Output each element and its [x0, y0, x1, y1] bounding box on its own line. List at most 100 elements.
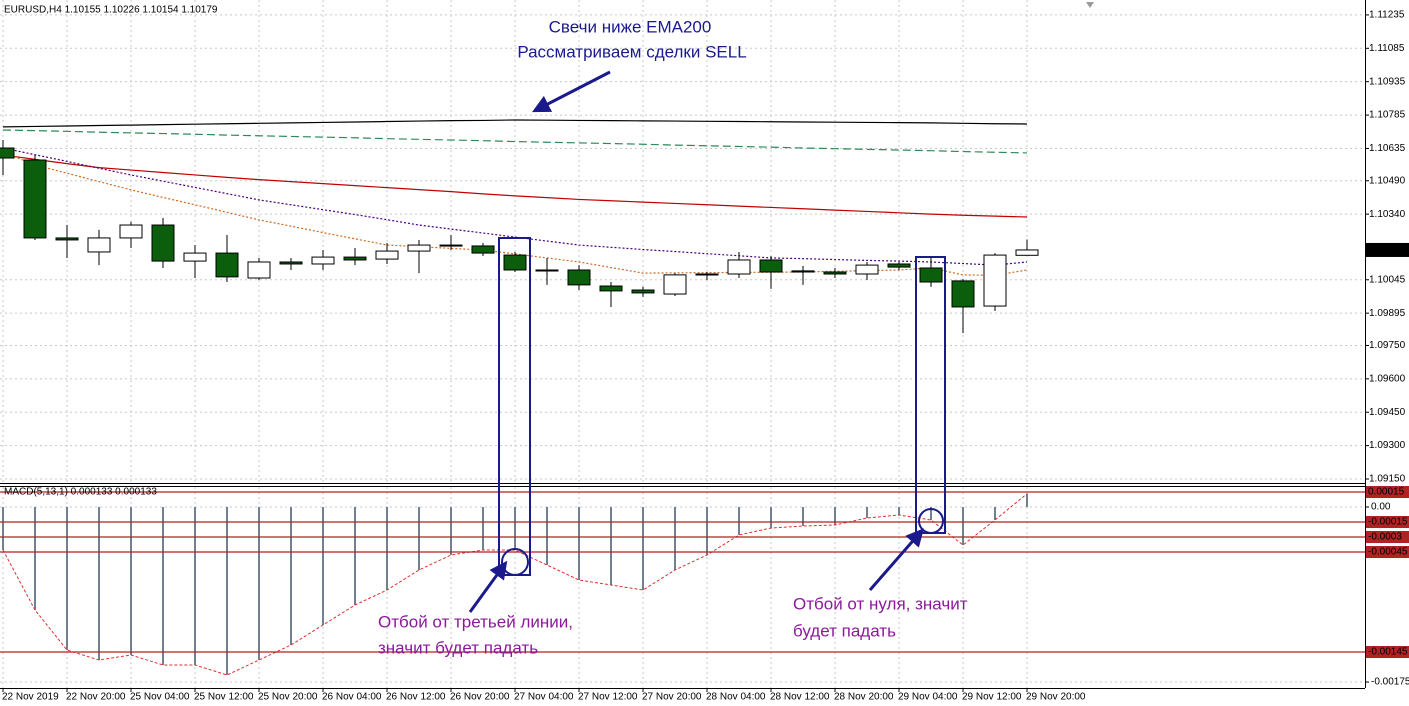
candle-body	[471, 245, 495, 254]
macd-bar	[962, 507, 964, 545]
macd-bar	[642, 507, 644, 590]
candle-body	[919, 267, 943, 283]
macd-bar	[482, 507, 484, 550]
candle-body	[951, 280, 975, 308]
y-tick-label: 1.09300	[1369, 440, 1406, 451]
candle-body	[887, 263, 911, 268]
y-tick-label: 1.09895	[1369, 308, 1406, 319]
candle-body	[1015, 249, 1039, 256]
level-label: -0.0003	[1368, 532, 1402, 543]
macd-bar	[898, 507, 900, 515]
x-tick-label: 26 Nov 20:00	[450, 692, 510, 703]
candle-body	[311, 256, 335, 265]
arrow	[531, 70, 611, 113]
macd-bar	[258, 507, 260, 660]
macd-bar	[130, 507, 132, 655]
y-tick-label: 1.11085	[1369, 43, 1405, 54]
y-tick-label: 1.10785	[1369, 110, 1406, 121]
macd-bar	[674, 507, 676, 570]
candle-body	[119, 224, 143, 239]
level-label-box	[1366, 486, 1409, 498]
x-tick-label: 25 Nov 20:00	[258, 692, 318, 703]
y-tick-label: 1.09600	[1369, 373, 1406, 384]
macd-bar	[386, 507, 388, 590]
candle-body	[343, 256, 367, 261]
candle-body	[55, 237, 79, 241]
macd-bar	[162, 507, 164, 665]
macd-bar	[34, 507, 36, 610]
arrow	[868, 528, 924, 591]
candle-body	[823, 271, 847, 275]
candle-body	[87, 237, 111, 253]
candle-body	[759, 259, 783, 273]
candle-body	[791, 270, 815, 273]
y-tick-label: 1.09450	[1369, 407, 1406, 418]
macd-bar	[802, 507, 804, 526]
y-tick-label: 1.10045	[1369, 274, 1406, 285]
candle-body	[567, 269, 591, 286]
level-label: -0.00015	[1368, 517, 1408, 528]
annotation: Отбой от третьей линии,	[378, 612, 573, 631]
x-tick-label: 27 Nov 12:00	[578, 692, 638, 703]
y-tick-label: 1.10490	[1369, 175, 1406, 186]
candle-body	[375, 250, 399, 260]
level-label-box	[1366, 546, 1409, 558]
y-tick-label: -0.00175	[1371, 677, 1409, 688]
annotation: Рассматриваем сделки SELL	[517, 42, 746, 61]
candle-body	[183, 252, 207, 262]
arrow	[468, 560, 508, 613]
candle-body	[503, 254, 527, 271]
annotation: будет падать	[793, 621, 896, 640]
plot	[0, 119, 1365, 676]
macd-bar	[322, 507, 324, 625]
annotation: значит будет падать	[378, 638, 538, 657]
macd-bar	[578, 507, 580, 580]
candle-body	[855, 264, 879, 275]
candle-body	[407, 244, 431, 252]
x-tick-label: 29 Nov 20:00	[1026, 692, 1086, 703]
x-tick-label: 29 Nov 12:00	[962, 692, 1022, 703]
y-tick-label: 1.09150	[1369, 474, 1406, 485]
x-tick-label: 26 Nov 12:00	[386, 692, 446, 703]
x-tick-label: 28 Nov 12:00	[770, 692, 830, 703]
shift-marker	[1086, 2, 1094, 8]
y-tick-label: 1.10635	[1369, 143, 1406, 154]
price-label-box	[1366, 242, 1409, 257]
candle-body	[695, 273, 719, 276]
x-tick-label: 25 Nov 12:00	[194, 692, 254, 703]
macd-bar	[66, 507, 68, 650]
macd-bar	[98, 507, 100, 660]
annotation: Свечи ниже EMA200	[549, 17, 712, 36]
moving-average	[2, 119, 1028, 128]
candle-body	[599, 285, 623, 292]
moving-average	[2, 154, 1028, 218]
candle-body	[247, 261, 271, 279]
level-label-box	[1366, 531, 1409, 543]
candle-body	[663, 274, 687, 295]
y-tick-label: 0.00	[1371, 502, 1391, 513]
annotation: Отбой от нуля, значит	[793, 594, 968, 613]
x-tick-label: 22 Nov 2019	[2, 692, 59, 703]
moving-average	[2, 129, 1028, 154]
macd-bar	[834, 507, 836, 525]
macd-header: MACD(5,13,1) 0.000133 0.000133	[4, 487, 157, 498]
candle-body	[631, 289, 655, 294]
macd-bar	[418, 507, 420, 570]
candle-body	[215, 252, 239, 278]
highlight-circle	[918, 508, 944, 534]
drawings	[468, 70, 946, 613]
y-tick-label: 1.10340	[1369, 209, 1406, 220]
macd-bar	[514, 507, 516, 550]
level-label: -0.00145	[1368, 647, 1408, 658]
x-tick-label: 27 Nov 04:00	[514, 692, 574, 703]
candle-body	[0, 147, 15, 159]
level-label: 0.00015	[1368, 487, 1405, 498]
macd-bar	[546, 507, 548, 565]
x-tick-label: 26 Nov 04:00	[322, 692, 382, 703]
candle-body	[23, 159, 47, 239]
x-tick-label: 22 Nov 20:00	[66, 692, 126, 703]
x-tick-label: 25 Nov 04:00	[130, 692, 190, 703]
y-tick-label: 1.11235	[1369, 10, 1405, 21]
x-tick-label: 28 Nov 20:00	[834, 692, 894, 703]
